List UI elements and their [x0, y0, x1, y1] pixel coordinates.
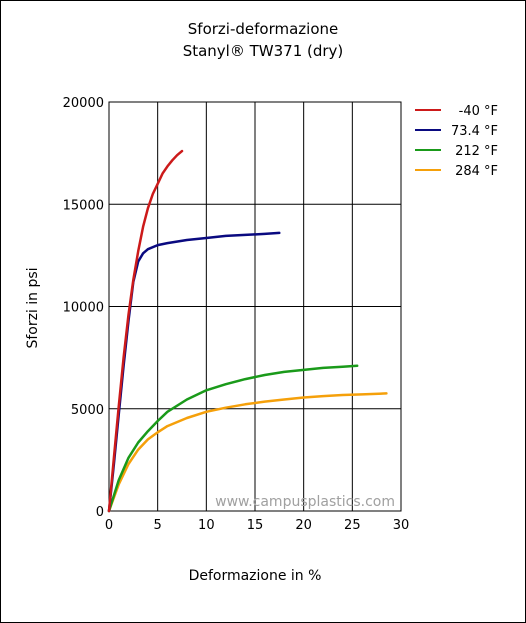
y-tick-label: 15000: [63, 198, 104, 213]
series-line-3: [107, 364, 359, 513]
x-tick-label: 10: [198, 518, 215, 533]
watermark-text: www.campusplastics.com: [215, 494, 395, 510]
x-tick-label: 20: [295, 518, 312, 533]
y-tick-label: 5000: [71, 403, 104, 418]
series-line-4: [107, 392, 388, 513]
plot-area-border: [108, 101, 402, 512]
series-line-1: [107, 149, 184, 513]
y-tick-label: 0: [96, 505, 104, 520]
x-tick-label: 0: [105, 518, 113, 533]
x-tick-label: 15: [247, 518, 264, 533]
legend-label-2: 73.4 °F: [451, 124, 498, 139]
x-tick-label: 5: [154, 518, 162, 533]
y-tick-label: 10000: [63, 301, 104, 316]
x-tick-label: 25: [344, 518, 361, 533]
y-tick-label: 20000: [63, 96, 104, 111]
x-axis-label: Deformazione in %: [188, 568, 322, 584]
legend-label-1: -40 °F: [459, 104, 498, 119]
chart-title: Sforzi-deformazione: [187, 20, 339, 38]
x-tick-label: 30: [393, 518, 410, 533]
legend-label-3: 212 °F: [455, 144, 498, 159]
legend-label-4: 284 °F: [455, 164, 498, 179]
chart-subtitle: Stanyl® TW371 (dry): [182, 42, 344, 60]
